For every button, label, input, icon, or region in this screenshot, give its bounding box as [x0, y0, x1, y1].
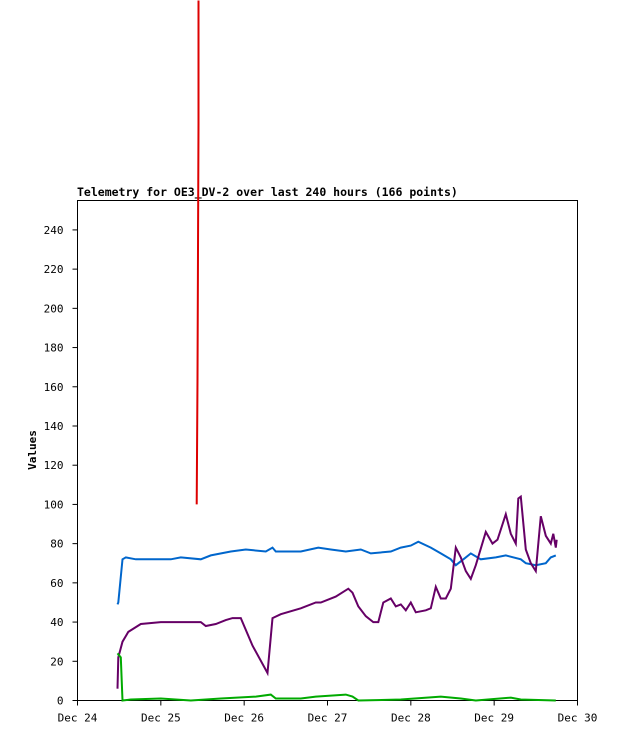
y-tick-label: 240 — [44, 224, 64, 237]
y-axis-label: Values — [26, 430, 39, 470]
x-tick-label: Dec 26 — [224, 712, 264, 725]
x-tick-label: Dec 24 — [58, 712, 98, 725]
y-tick-label: 0 — [57, 695, 64, 708]
x-tick-label: Dec 25 — [141, 712, 181, 725]
y-tick-label: 80 — [50, 538, 63, 551]
y-tick-label: 220 — [44, 263, 64, 276]
x-tick-label: Dec 28 — [391, 712, 431, 725]
y-tick-label: 40 — [50, 616, 63, 629]
y-tick-label: 20 — [50, 655, 63, 668]
y-tick-label: 60 — [50, 577, 63, 590]
series-line — [116, 540, 557, 605]
chart-title: Telemetry for OE3_DV-2 over last 240 hou… — [77, 185, 458, 200]
y-tick-label: 120 — [44, 459, 64, 472]
y-tick-label: 180 — [44, 342, 64, 355]
series-line — [116, 494, 558, 689]
series-line — [195, 0, 200, 505]
series-line — [116, 652, 556, 702]
y-tick-label: 140 — [44, 420, 64, 433]
y-tick-label: 160 — [44, 381, 64, 394]
x-tick-label: Dec 29 — [474, 712, 514, 725]
y-tick-label: 100 — [44, 498, 64, 511]
x-tick-label: Dec 30 — [558, 712, 598, 725]
x-tick-label: Dec 27 — [308, 712, 348, 725]
plot-frame — [77, 200, 578, 701]
y-tick-label: 200 — [44, 302, 64, 315]
